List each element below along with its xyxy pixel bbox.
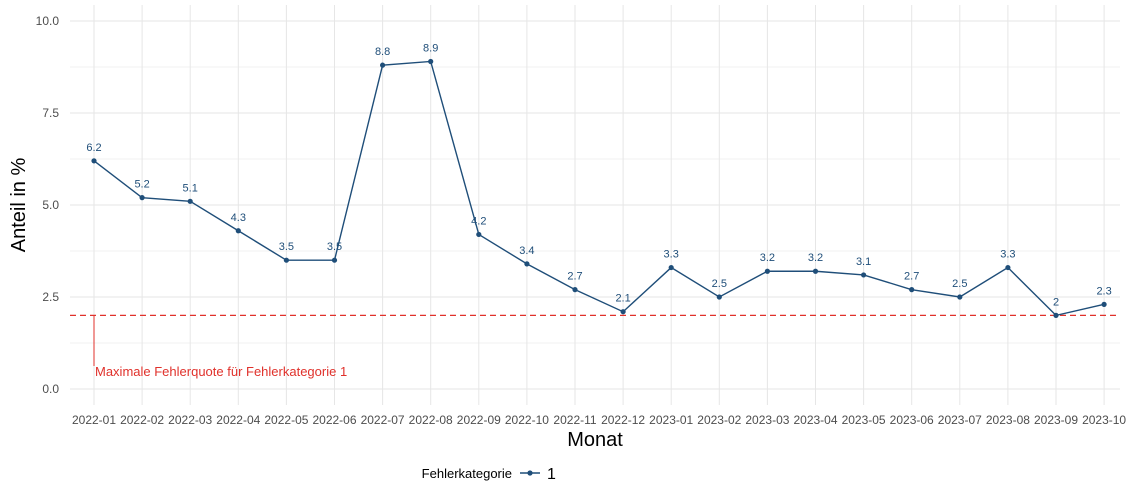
data-point — [428, 58, 434, 65]
data-label: 2 — [1053, 296, 1059, 308]
data-point — [139, 195, 145, 201]
y-tick-label: 2.5 — [42, 290, 59, 304]
x-tick-label: 2022-01 — [72, 413, 116, 427]
data-point — [620, 309, 626, 315]
data-label: 4.2 — [471, 215, 486, 227]
data-point — [668, 264, 674, 271]
x-tick-label: 2023-08 — [986, 413, 1030, 427]
data-point — [331, 257, 338, 263]
x-axis-ticks: 2022-01 2022-02 2022-03 2022-04 2022-05 2022-… — [72, 413, 1126, 427]
x-tick-label: 2022-11 — [553, 413, 596, 427]
data-label: 8.8 — [375, 46, 390, 58]
data-label: 2.7 — [567, 271, 582, 283]
data-label: 3.3 — [1000, 249, 1015, 261]
data-point — [476, 231, 482, 238]
data-point — [283, 257, 289, 263]
legend: Fehlerkategorie 1 — [422, 466, 556, 483]
x-tick-label: 2022-10 — [505, 413, 549, 427]
x-tick-label: 2022-12 — [601, 413, 645, 427]
x-tick-label: 2023-06 — [890, 413, 934, 427]
x-tick-label: 2022-05 — [264, 413, 308, 427]
data-label: 2.5 — [712, 278, 727, 290]
x-tick-label: 2022-06 — [312, 413, 356, 427]
data-label: 3.2 — [760, 252, 775, 264]
data-label: 2.1 — [615, 293, 630, 305]
data-label: 3.5 — [327, 241, 342, 253]
legend-series-label: 1 — [547, 466, 556, 483]
legend-series-marker — [527, 470, 533, 476]
data-point — [380, 62, 386, 68]
data-point — [861, 272, 867, 278]
data-label: 2.7 — [904, 271, 919, 283]
data-point — [1101, 301, 1107, 307]
data-point — [812, 268, 819, 274]
y-axis-title: Anteil in % — [8, 158, 30, 253]
x-tick-label: 2022-04 — [216, 413, 260, 427]
data-point — [764, 268, 771, 274]
data-label: 3.3 — [664, 249, 679, 261]
data-label: 8.9 — [423, 42, 438, 54]
max-error-rate-label: Maximale Fehlerquote für Fehlerkategorie… — [95, 364, 347, 379]
y-tick-label: 5.0 — [42, 198, 59, 212]
data-point — [91, 158, 97, 164]
x-tick-label: 2023-02 — [697, 413, 741, 427]
x-tick-label: 2023-07 — [938, 413, 982, 427]
x-tick-label: 2023-10 — [1082, 413, 1126, 427]
data-label: 6.2 — [86, 142, 101, 154]
x-tick-label: 2023-04 — [793, 413, 837, 427]
data-point — [572, 287, 578, 293]
legend-title: Fehlerkategorie — [422, 466, 512, 481]
y-tick-label: 0.0 — [42, 382, 59, 396]
data-label: 2.3 — [1096, 285, 1111, 297]
series-line — [93, 60, 1105, 317]
x-tick-label: 2022-09 — [457, 413, 501, 427]
data-point — [1053, 312, 1059, 318]
x-tick-label: 2023-03 — [745, 413, 789, 427]
x-tick-label: 2023-01 — [649, 413, 693, 427]
data-label: 3.2 — [808, 252, 823, 264]
x-tick-label: 2023-05 — [842, 413, 886, 427]
x-axis-title: Monat — [567, 429, 623, 451]
data-label: 3.5 — [279, 241, 294, 253]
x-tick-label: 2022-02 — [120, 413, 164, 427]
x-tick-label: 2022-07 — [361, 413, 405, 427]
data-point — [187, 198, 193, 204]
series-group: 6.2 5.2 5.1 4.3 3.5 3.5 8.8 8.9 4.2 3.4 2.7 2.1 3.3 2… — [86, 42, 1112, 318]
x-tick-label: 2022-03 — [168, 413, 212, 427]
data-label: 2.5 — [952, 278, 967, 290]
data-point — [235, 228, 241, 234]
data-label: 5.2 — [134, 179, 149, 191]
data-point — [1005, 264, 1011, 271]
data-point — [716, 294, 722, 300]
y-tick-label: 7.5 — [42, 106, 59, 120]
data-label: 4.3 — [231, 212, 246, 224]
x-tick-label: 2022-08 — [409, 413, 453, 427]
reference-line-group: Maximale Fehlerquote für Fehlerkategorie… — [70, 314, 1120, 379]
data-point — [957, 294, 963, 300]
data-point — [909, 287, 915, 293]
grid-lines — [70, 5, 1120, 405]
y-tick-label: 10.0 — [36, 14, 60, 28]
x-tick-label: 2023-09 — [1034, 413, 1078, 427]
data-label: 3.4 — [519, 245, 534, 257]
y-axis-ticks: 0.0 2.5 5.0 7.5 10.0 — [36, 14, 60, 396]
data-label: 5.1 — [183, 182, 198, 194]
data-point — [524, 261, 530, 267]
data-label: 3.1 — [856, 256, 871, 268]
